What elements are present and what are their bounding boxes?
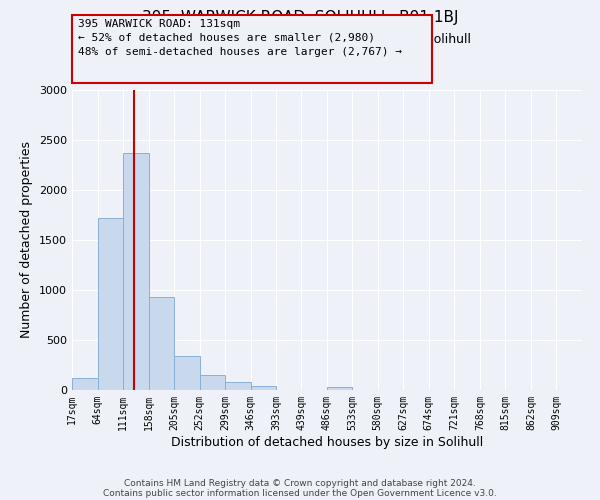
- Text: 395 WARWICK ROAD: 131sqm
← 52% of detached houses are smaller (2,980)
48% of sem: 395 WARWICK ROAD: 131sqm ← 52% of detach…: [78, 19, 402, 57]
- Bar: [123, 153, 149, 390]
- Text: Size of property relative to detached houses in Solihull: Size of property relative to detached ho…: [128, 32, 472, 46]
- Y-axis label: Number of detached properties: Number of detached properties: [20, 142, 34, 338]
- Bar: [98, 218, 123, 390]
- Text: Contains HM Land Registry data © Crown copyright and database right 2024.: Contains HM Land Registry data © Crown c…: [124, 478, 476, 488]
- Bar: [251, 386, 276, 390]
- X-axis label: Distribution of detached houses by size in Solihull: Distribution of detached houses by size …: [171, 436, 483, 448]
- Text: 395, WARWICK ROAD, SOLIHULL, B91 1BJ: 395, WARWICK ROAD, SOLIHULL, B91 1BJ: [142, 10, 458, 25]
- Bar: [174, 356, 200, 390]
- Text: Contains public sector information licensed under the Open Government Licence v3: Contains public sector information licen…: [103, 488, 497, 498]
- Bar: [327, 387, 352, 390]
- Bar: [200, 374, 225, 390]
- Bar: [149, 297, 174, 390]
- Bar: [225, 382, 251, 390]
- Bar: [72, 378, 98, 390]
